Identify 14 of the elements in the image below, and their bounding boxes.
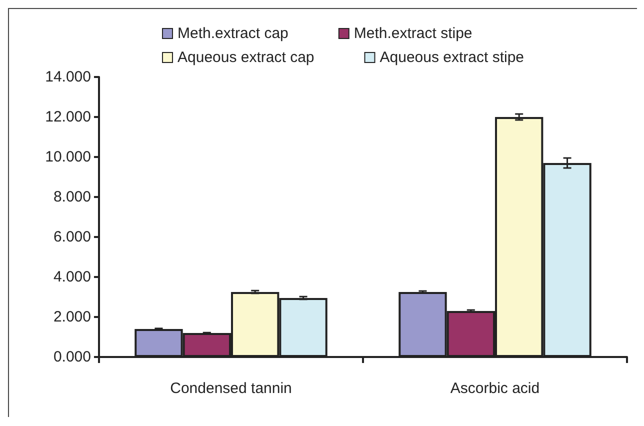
- y-tick-label: 4.000: [53, 268, 91, 286]
- x-tick-label: Condensed tannin: [170, 380, 292, 397]
- y-tick-label: 14.000: [45, 68, 91, 86]
- y-tick-label: 10.000: [45, 148, 91, 166]
- legend-label: Aqueous extract stipe: [380, 49, 524, 66]
- legend-label: Meth.extract stipe: [354, 25, 472, 42]
- y-tick-label: 12.000: [45, 108, 91, 126]
- x-tick-label: Ascorbic acid: [450, 380, 540, 397]
- legend-label: Meth.extract cap: [178, 25, 288, 42]
- y-tick-label: 0.000: [53, 348, 91, 366]
- y-tick-label: 2.000: [53, 308, 91, 326]
- legend-label: Aqueous extract cap: [178, 49, 314, 66]
- y-tick-label: 6.000: [53, 228, 91, 246]
- y-tick-label: 8.000: [53, 188, 91, 206]
